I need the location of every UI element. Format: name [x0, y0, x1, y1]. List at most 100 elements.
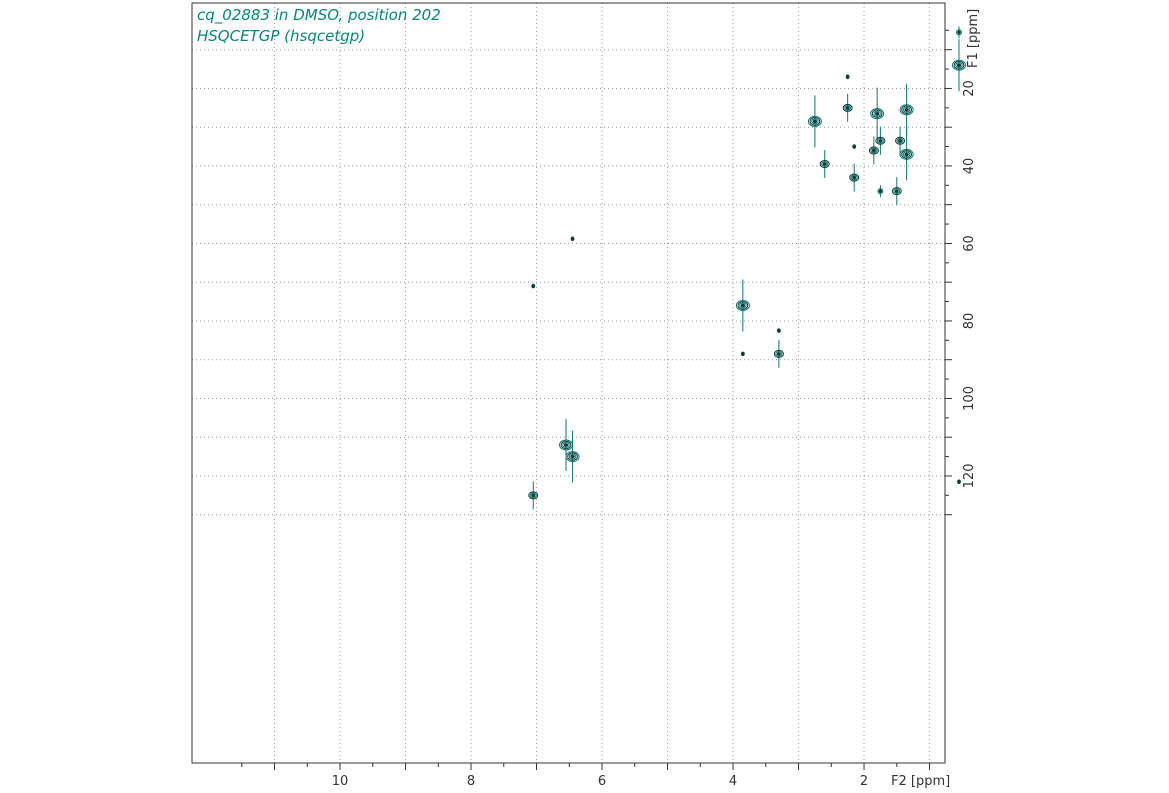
peak-contour: [570, 454, 575, 459]
peak-contour: [776, 328, 781, 333]
cross-peak: [565, 430, 580, 483]
cross-peak: [773, 339, 784, 368]
y-tick-label: 60: [962, 235, 977, 252]
peak-contour: [775, 351, 783, 357]
peak-contour: [562, 441, 570, 448]
peak-contour: [899, 104, 914, 116]
peak-contour: [904, 152, 909, 157]
spectrum-title: cq_02883 in DMSO, position 202: [197, 6, 441, 24]
peak-contour: [894, 189, 899, 193]
peak-contour: [901, 150, 912, 159]
cross-peak: [875, 126, 886, 155]
peak-contour: [902, 151, 911, 158]
peak-contour: [531, 283, 536, 289]
peak-contour: [739, 302, 747, 309]
peak-contour: [568, 453, 577, 460]
x-tick-label: 8: [467, 774, 475, 789]
peak-contour: [957, 30, 961, 35]
peak-contour: [735, 299, 750, 311]
peak-contour: [776, 352, 781, 356]
peak-contour: [871, 148, 876, 153]
cross-peak: [531, 283, 536, 289]
peak-contour: [842, 103, 853, 112]
peak-contour: [740, 303, 745, 308]
cross-peak: [895, 126, 906, 155]
peak-contour: [852, 144, 857, 149]
cross-peak: [957, 479, 961, 485]
peak-contour: [877, 188, 884, 195]
peak-contour: [570, 236, 575, 242]
peak-contour: [870, 108, 885, 120]
x-tick-label: 6: [598, 774, 606, 789]
peak-contour: [811, 118, 819, 125]
peak-contour: [819, 160, 830, 169]
cross-peak: [952, 39, 967, 92]
peak-contour: [870, 147, 878, 154]
x-tick-label: 4: [729, 774, 737, 789]
y-tick-label: 80: [962, 313, 977, 330]
x-axis: 10 8 6 4 2: [241, 763, 931, 789]
y-axis: 20 40 60 80 100 120: [945, 29, 977, 516]
cross-peaks: [528, 26, 967, 510]
cross-peak: [877, 185, 884, 198]
peak-contour: [822, 162, 827, 166]
peak-contour: [953, 60, 965, 70]
peak-contour: [957, 479, 961, 485]
peak-contour: [740, 351, 745, 357]
y-tick-label: 100: [962, 386, 977, 411]
peak-contour: [563, 443, 569, 447]
peak-contour: [902, 106, 911, 113]
x-tick-label: 10: [332, 774, 349, 789]
peak-contour: [567, 452, 578, 461]
peak-contour: [875, 136, 886, 145]
grid-lines: [192, 3, 945, 763]
cross-peak: [740, 351, 745, 357]
cross-peak: [868, 136, 879, 165]
cross-peak: [570, 236, 575, 242]
cross-peak: [852, 144, 857, 149]
cross-peak: [735, 279, 750, 332]
cross-peak: [819, 150, 830, 179]
peak-contour: [871, 109, 883, 118]
peak-contour: [807, 115, 822, 127]
peak-contour: [896, 137, 904, 144]
peak-contour: [531, 493, 536, 497]
x-axis-label: F2 [ppm]: [891, 774, 950, 789]
peak-contour: [852, 175, 857, 180]
cross-peak: [842, 93, 853, 122]
peak-contour: [821, 161, 829, 167]
peak-contour: [844, 104, 852, 111]
peak-contour: [560, 440, 572, 450]
plot-frame: [191, 2, 946, 764]
peak-contour: [809, 117, 821, 126]
peak-contour: [893, 188, 901, 194]
peak-contour: [873, 110, 881, 117]
peak-contour: [850, 174, 858, 181]
cross-peak: [891, 177, 902, 206]
peak-contour: [812, 119, 818, 124]
peak-contour: [529, 492, 537, 499]
peak-contour: [849, 173, 860, 182]
cross-peak: [845, 74, 850, 80]
cross-peak: [899, 83, 914, 136]
peak-contour: [845, 106, 850, 110]
cross-peak: [776, 328, 781, 333]
cross-peak: [870, 87, 885, 140]
peak-contour: [528, 491, 539, 500]
peak-contour: [876, 137, 884, 144]
cross-peak: [956, 26, 963, 39]
peak-contour: [845, 74, 850, 80]
peak-contour: [868, 146, 879, 155]
peak-contour: [956, 29, 963, 36]
peak-contour: [891, 187, 902, 196]
cross-peak: [559, 418, 574, 471]
peak-contour: [898, 139, 903, 143]
peak-contour: [952, 59, 967, 71]
peak-contour: [737, 301, 749, 310]
peak-contour: [565, 451, 580, 463]
peak-contour: [878, 189, 883, 193]
y-tick-label: 20: [962, 80, 977, 97]
cross-peak: [849, 163, 860, 192]
peak-contour: [901, 105, 912, 115]
